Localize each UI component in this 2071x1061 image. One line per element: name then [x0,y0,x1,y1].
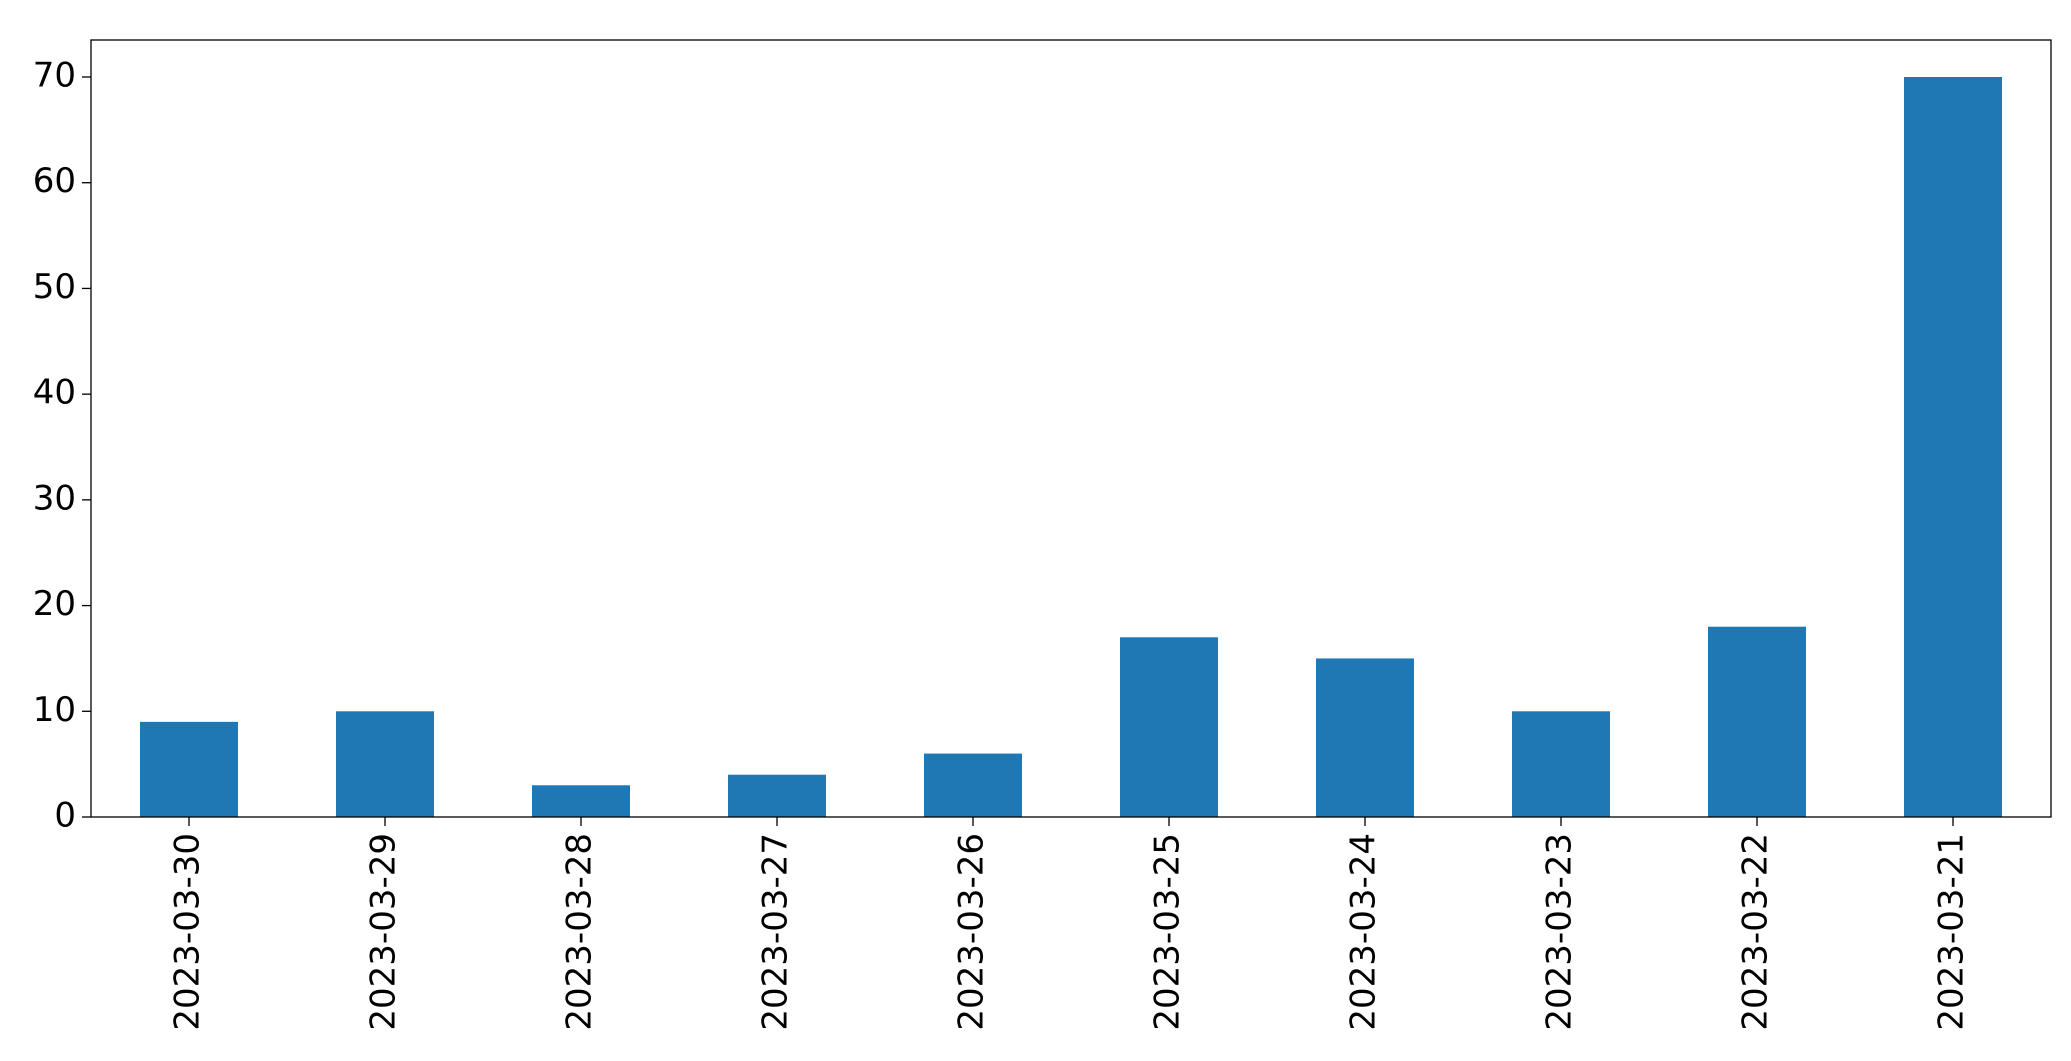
x-tick-label: 2023-03-24 [1344,833,1384,1031]
bar [1316,658,1414,817]
bar [1120,637,1218,817]
bar [1708,626,1806,817]
x-tick-label: 2023-03-26 [952,833,992,1031]
bar [532,785,630,817]
x-tick-label: 2023-03-27 [756,833,796,1031]
y-tick-label: 30 [33,478,76,518]
x-tick-label: 2023-03-28 [560,833,600,1031]
x-tick-label: 2023-03-21 [1932,833,1972,1031]
bar [728,774,826,817]
y-tick-label: 40 [33,373,76,413]
x-tick-label: 2023-03-30 [168,833,208,1031]
bar [140,721,238,817]
x-tick-label: 2023-03-25 [1148,833,1188,1031]
y-tick-label: 50 [33,267,76,307]
x-tick-label: 2023-03-22 [1736,833,1776,1031]
bar [1904,77,2002,817]
y-tick-label: 10 [33,690,76,730]
x-tick-label: 2023-03-29 [364,833,404,1031]
y-tick-label: 20 [33,584,76,624]
y-tick-label: 70 [33,56,76,96]
y-tick-label: 60 [33,161,76,201]
bar [336,711,434,817]
x-tick-label: 2023-03-23 [1540,833,1580,1031]
bar [1512,711,1610,817]
bar [924,753,1022,817]
plot-frame [90,39,2052,818]
y-tick-label: 0 [54,796,76,836]
